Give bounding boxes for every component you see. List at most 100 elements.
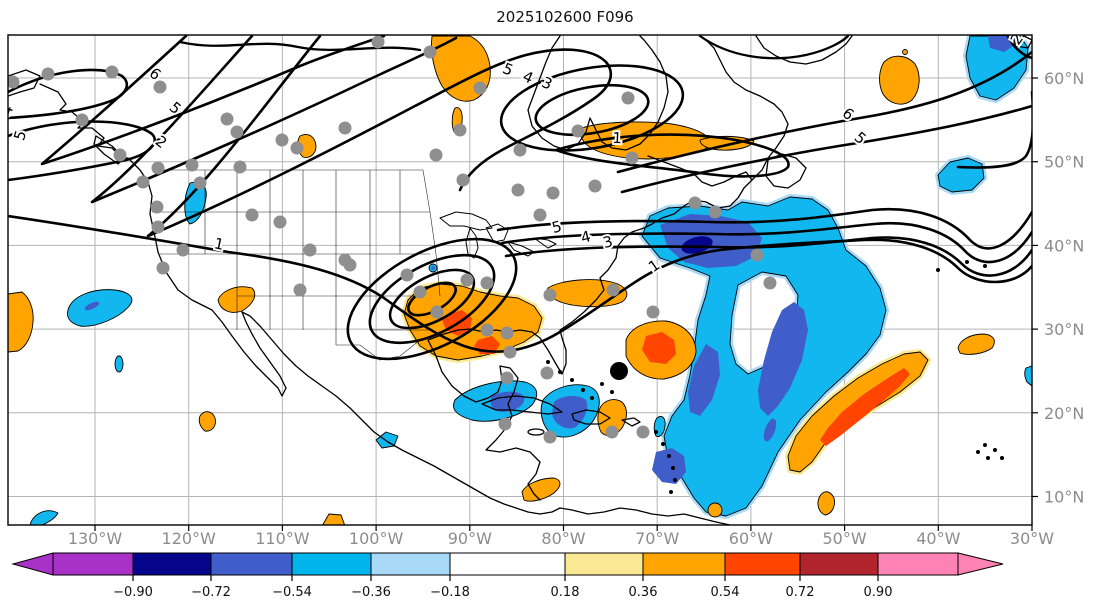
contour-label: 1 xyxy=(612,129,622,147)
station-dot xyxy=(185,158,199,172)
antilles-blue-sliver xyxy=(763,418,777,442)
colorbar-tick-label: −0.36 xyxy=(351,585,391,600)
station-dot xyxy=(423,45,437,59)
station-dot xyxy=(543,288,557,302)
pacific-positive-speck xyxy=(198,411,216,432)
station-dot xyxy=(429,148,443,162)
station-dot xyxy=(413,285,427,299)
station-dot xyxy=(430,305,444,319)
longitude-labels: 130°W 120°W 110°W 100°W 90°W 80°W 70°W 60°W 50°W… xyxy=(68,529,1054,548)
colorbar-cell xyxy=(877,552,959,576)
rightedge-negative-speck xyxy=(1024,365,1032,387)
greenland-coast xyxy=(755,35,853,65)
station-dot xyxy=(621,91,635,105)
lon-label: 100°W xyxy=(349,529,404,548)
colorbar-tick-label: 0.54 xyxy=(711,585,740,600)
station-dot xyxy=(605,425,619,439)
station-dot xyxy=(176,243,190,257)
hispaniola-blue-core xyxy=(552,396,588,429)
lon-label: 70°W xyxy=(635,529,679,548)
station-dot xyxy=(498,417,512,431)
island-dash xyxy=(993,448,997,452)
lon-label: 130°W xyxy=(68,529,123,548)
station-dot xyxy=(156,261,170,275)
atlantic-navy-core xyxy=(681,236,713,254)
station-dot xyxy=(230,125,244,139)
contour-label: 5 xyxy=(851,128,870,148)
station-dot xyxy=(750,248,764,262)
figure-title: 2025102600 F096 xyxy=(496,8,633,26)
station-dot xyxy=(511,183,525,197)
panama-positive-blob xyxy=(521,477,561,502)
station-dot xyxy=(500,371,514,385)
station-dot xyxy=(245,208,259,222)
station-dot xyxy=(546,186,560,200)
station-dot xyxy=(763,276,777,290)
island-dash xyxy=(654,430,658,434)
coastlines xyxy=(8,35,1032,525)
westatl-red-core xyxy=(642,332,676,364)
leftedge-positive-blob xyxy=(8,291,34,353)
colorbar-cell xyxy=(564,552,644,576)
island-dash xyxy=(986,456,990,460)
station-dot xyxy=(371,35,385,49)
pacific-blue-sliver xyxy=(84,301,100,311)
latitude-labels: 60°N 50°N 40°N 30°N 20°N 10°N xyxy=(1044,69,1084,507)
station-dot xyxy=(473,81,487,95)
island-dash xyxy=(669,490,673,494)
station-dot xyxy=(151,161,165,175)
station-dot xyxy=(153,80,167,94)
midatlantic-positive-blob xyxy=(879,55,920,105)
colorbar-cell xyxy=(449,552,566,576)
island-dash xyxy=(610,390,614,394)
station-dot xyxy=(540,366,554,380)
station-dot xyxy=(293,283,307,297)
station-dot xyxy=(41,67,55,81)
station-dot xyxy=(290,141,304,155)
station-dot xyxy=(453,123,467,137)
station-dot xyxy=(480,276,494,290)
contour-label: 4 xyxy=(579,227,593,247)
central-atl-positive-blob xyxy=(957,333,995,355)
station-dot xyxy=(220,112,234,126)
island-dash xyxy=(558,370,562,374)
lat-label: 20°N xyxy=(1044,404,1084,423)
puertorico-coast xyxy=(621,417,641,427)
lon-label: 40°W xyxy=(916,529,960,548)
lon-label: 110°W xyxy=(255,529,310,548)
station-dot xyxy=(400,268,414,282)
station-dot xyxy=(75,113,89,127)
station-dot xyxy=(150,200,164,214)
island-dash xyxy=(581,388,585,392)
colorbar-cell xyxy=(724,552,801,576)
colorbar-right-arrow xyxy=(957,552,1004,576)
contour-label: 4 xyxy=(0,103,17,118)
island-dash xyxy=(673,478,677,482)
colorbar-cell xyxy=(291,552,372,576)
lat-label: 50°N xyxy=(1044,153,1084,172)
station-dot xyxy=(8,75,20,89)
colorbar-tick-label: −0.54 xyxy=(272,585,312,600)
station-dot xyxy=(460,273,474,287)
hudson-bay xyxy=(527,35,669,151)
island-dash xyxy=(546,360,550,364)
great-lakes xyxy=(439,211,557,259)
island-dash xyxy=(965,260,969,264)
station-dot xyxy=(136,175,150,189)
station-dot xyxy=(151,220,165,234)
colorbar-left-arrow xyxy=(11,552,54,576)
station-dots xyxy=(8,35,777,444)
colorbar-tick-label: 0.72 xyxy=(786,585,815,600)
station-dot xyxy=(625,151,639,165)
island-dash xyxy=(570,378,574,382)
lon-label: 80°W xyxy=(541,529,585,548)
station-dot xyxy=(636,425,650,439)
bottomleft-negative-blob xyxy=(29,510,59,525)
venezuela-positive-speck xyxy=(707,502,723,518)
island-dash xyxy=(983,264,987,268)
lon-label: 120°W xyxy=(162,529,217,548)
lat-label: 30°N xyxy=(1044,320,1084,339)
midatlantic-positive-speck xyxy=(902,49,908,55)
station-dot xyxy=(708,205,722,219)
